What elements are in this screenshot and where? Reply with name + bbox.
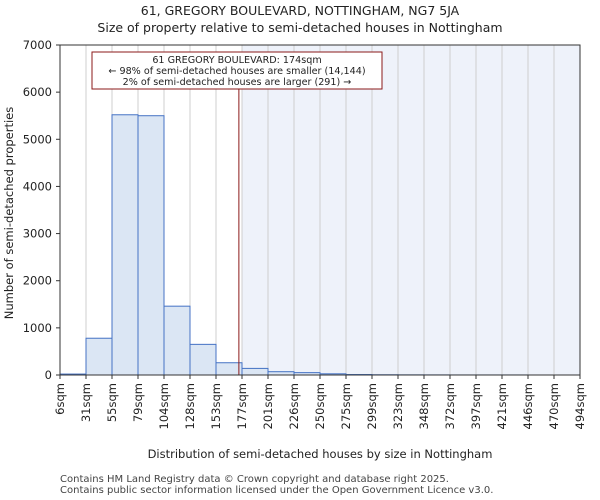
annotation-line-1: 61 GREGORY BOULEVARD: 174sqm — [152, 55, 321, 66]
x-tick-label: 104sqm — [157, 383, 171, 429]
x-tick-label: 348sqm — [417, 383, 431, 429]
y-axis-label: Number of semi-detached properties — [2, 107, 16, 319]
chart-subtitle: Size of property relative to semi-detach… — [97, 20, 502, 35]
y-tick-label: 3000 — [23, 227, 52, 241]
x-tick-label: 421sqm — [495, 383, 509, 429]
x-ticks: 6sqm 31sqm 55sqm 79sqm 104sqm 128sqm 153sqm 177… — [53, 375, 587, 429]
annotation-line-2: ← 98% of semi-detached houses are smalle… — [108, 66, 365, 77]
annotation-line-3: 2% of semi-detached houses are larger (2… — [123, 77, 352, 88]
bar — [85, 337, 113, 376]
x-tick-label: 6sqm — [53, 383, 67, 415]
footer-line-1: Contains HM Land Registry data © Crown c… — [60, 474, 449, 485]
grid-lines — [85, 45, 555, 375]
x-tick-label: 446sqm — [521, 383, 535, 429]
y-tick-label: 4000 — [23, 179, 52, 193]
bar — [111, 114, 139, 376]
x-tick-label: 470sqm — [547, 383, 561, 429]
y-tick-label: 7000 — [23, 38, 52, 52]
y-tick-label: 2000 — [23, 274, 52, 288]
x-tick-label: 494sqm — [573, 383, 587, 429]
x-tick-label: 323sqm — [391, 383, 405, 429]
x-tick-label: 275sqm — [339, 383, 353, 429]
x-tick-label: 372sqm — [443, 383, 457, 429]
y-tick-label: 5000 — [23, 132, 52, 146]
x-tick-label: 79sqm — [131, 383, 145, 422]
y-ticks: 0 1000 2000 3000 4000 5000 6000 7000 — [23, 38, 60, 382]
bar — [137, 115, 165, 376]
x-tick-label: 201sqm — [261, 383, 275, 429]
x-tick-label: 177sqm — [235, 383, 249, 429]
x-tick-label: 299sqm — [365, 383, 379, 429]
chart-title: 61, GREGORY BOULEVARD, NOTTINGHAM, NG7 5… — [141, 3, 460, 18]
x-tick-label: 226sqm — [287, 383, 301, 429]
annotation-border — [91, 51, 383, 90]
plot-frame — [59, 44, 581, 376]
x-tick-label: 128sqm — [183, 383, 197, 429]
x-tick-label: 397sqm — [469, 383, 483, 429]
bar — [189, 343, 217, 376]
x-tick-label: 31sqm — [79, 383, 93, 422]
annotation-box: 61 GREGORY BOULEVARD: 174sqm ← 98% of se… — [91, 51, 383, 90]
x-tick-label: 250sqm — [313, 383, 327, 429]
highlight-region — [242, 45, 580, 375]
bar — [215, 362, 243, 376]
x-tick-label: 55sqm — [105, 383, 119, 422]
y-tick-label: 0 — [45, 368, 52, 382]
x-tick-label: 153sqm — [209, 383, 223, 429]
y-tick-label: 1000 — [23, 321, 52, 335]
bars — [59, 114, 529, 376]
x-axis-label: Distribution of semi-detached houses by … — [148, 447, 493, 461]
bar — [241, 367, 269, 376]
bar — [163, 305, 191, 376]
y-tick-label: 6000 — [23, 85, 52, 99]
footer-line-2: Contains public sector information licen… — [60, 485, 494, 496]
